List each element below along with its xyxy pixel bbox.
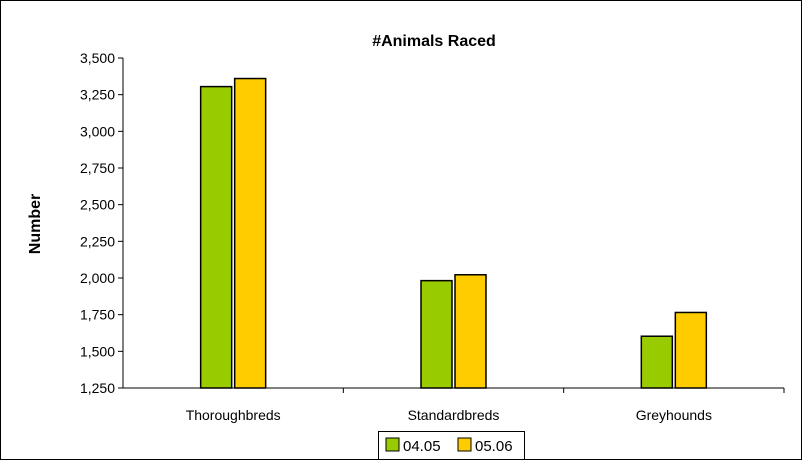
chart-title: #Animals Raced bbox=[372, 33, 496, 50]
y-tick-label: 1,750 bbox=[80, 307, 115, 323]
bar bbox=[233, 77, 267, 389]
y-tick-label: 3,250 bbox=[80, 87, 115, 103]
y-tick-label: 3,500 bbox=[80, 50, 115, 66]
x-tick-label: Greyhounds bbox=[636, 407, 712, 423]
y-axis-label: Number bbox=[27, 194, 44, 254]
bar bbox=[640, 335, 674, 389]
y-tick-label: 1,500 bbox=[80, 343, 115, 359]
bar bbox=[674, 311, 708, 389]
y-tick-label: 3,000 bbox=[80, 123, 115, 139]
bar bbox=[454, 274, 487, 389]
legend-label: 04.05 bbox=[403, 438, 441, 455]
legend-swatch bbox=[457, 437, 472, 452]
x-tick-label: Thoroughbreds bbox=[186, 407, 281, 423]
y-tick-label: 1,250 bbox=[80, 380, 115, 396]
y-tick-label: 2,750 bbox=[80, 160, 115, 176]
y-tick-label: 2,000 bbox=[80, 270, 115, 286]
x-tick-label: Standardbreds bbox=[408, 407, 500, 423]
bar bbox=[199, 85, 233, 389]
y-tick-label: 2,250 bbox=[80, 233, 115, 249]
legend-swatch bbox=[385, 437, 400, 452]
legend-label: 05.06 bbox=[475, 438, 513, 455]
bar bbox=[420, 279, 453, 389]
y-tick-label: 2,500 bbox=[80, 197, 115, 213]
legend-frame bbox=[378, 431, 525, 460]
plot-area: 1,250 1,500 1,750 2,000 2,250 2,500 2,750 3,000… bbox=[80, 50, 785, 423]
legend: 04.05 05.06 bbox=[378, 431, 525, 460]
